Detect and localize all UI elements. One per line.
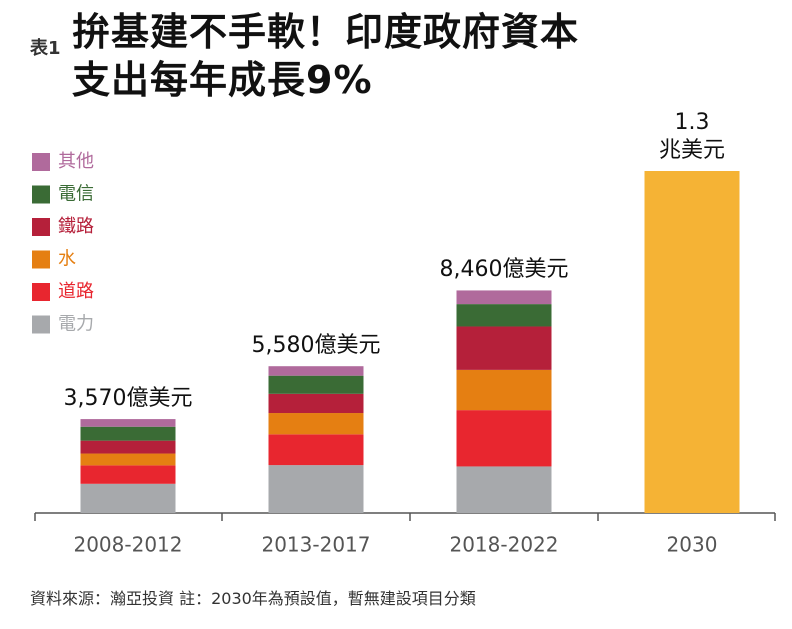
legend-label: 道路 [58, 281, 94, 302]
bar-segment [268, 465, 364, 513]
bar-segment [268, 434, 364, 466]
x-tick-label: 2030 [667, 533, 718, 557]
legend-swatch [32, 153, 50, 171]
bar-segment [456, 369, 552, 411]
bar-segment [268, 366, 364, 376]
bar-segment [456, 466, 552, 513]
bar-segment [80, 465, 176, 484]
value-label: 1.3 兆美元 [658, 110, 726, 163]
legend-label: 電力 [58, 314, 94, 335]
bar-segment [268, 393, 364, 414]
bar-segment [268, 413, 364, 435]
source-note: 資料來源：瀚亞投資 註：2030年為預設值，暫無建設項目分類 [30, 589, 476, 608]
legend-swatch [32, 185, 50, 204]
bar-segment [80, 440, 176, 454]
x-tick-label: 2013-2017 [261, 533, 370, 557]
chart-label: 表1 [30, 38, 61, 59]
bar-segment [268, 375, 364, 394]
legend-label: 其他 [58, 151, 94, 172]
value-label: 5,580億美元 [251, 333, 381, 359]
legend-swatch [32, 218, 50, 236]
bar-segment [80, 483, 176, 513]
bar-segment [80, 453, 176, 466]
legend-swatch [32, 250, 50, 269]
value-label: 3,570億美元 [63, 386, 193, 412]
legend-label: 電信 [58, 184, 94, 205]
legend-label: 鐵路 [58, 216, 94, 237]
bar-segment [80, 419, 176, 427]
bar-segment [80, 426, 176, 441]
legend-swatch [32, 315, 50, 334]
value-label: 8,460億美元 [439, 257, 569, 283]
legend-swatch [32, 283, 50, 301]
legend-label: 水 [58, 249, 76, 270]
bar [644, 171, 740, 513]
bar-segment [456, 290, 552, 305]
bar-segment [456, 326, 552, 370]
x-tick-label: 2018-2022 [449, 533, 558, 557]
bar-segment [456, 304, 552, 327]
chart-title: 拚基建不手軟！印度政府資本 支出每年成長9% [72, 10, 580, 102]
x-tick-label: 2008-2012 [73, 533, 182, 557]
bar-segment [456, 410, 552, 467]
